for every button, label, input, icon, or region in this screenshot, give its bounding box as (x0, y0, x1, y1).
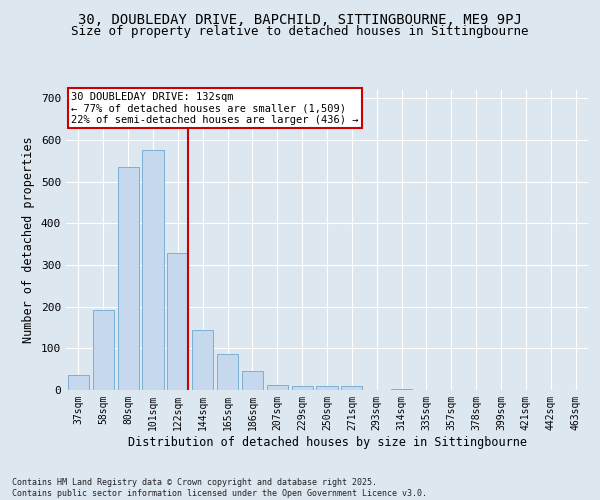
Bar (68, 376, 89, 390)
Bar (192, 330, 213, 390)
Text: Size of property relative to detached houses in Sittingbourne: Size of property relative to detached ho… (71, 25, 529, 38)
Y-axis label: Number of detached properties: Number of detached properties (22, 136, 35, 344)
Bar (118, 167, 139, 390)
Text: 30 DOUBLEDAY DRIVE: 132sqm
← 77% of detached houses are smaller (1,509)
22% of s: 30 DOUBLEDAY DRIVE: 132sqm ← 77% of deta… (71, 92, 359, 124)
Bar (391, 389, 412, 390)
Bar (341, 386, 362, 390)
Text: Contains HM Land Registry data © Crown copyright and database right 2025.
Contai: Contains HM Land Registry data © Crown c… (12, 478, 427, 498)
Bar (142, 150, 164, 390)
Text: 30, DOUBLEDAY DRIVE, BAPCHILD, SITTINGBOURNE, ME9 9PJ: 30, DOUBLEDAY DRIVE, BAPCHILD, SITTINGBO… (78, 12, 522, 26)
Bar (217, 354, 238, 390)
Bar (292, 386, 313, 390)
Bar (316, 386, 338, 390)
Bar (242, 371, 263, 390)
X-axis label: Distribution of detached houses by size in Sittingbourne: Distribution of detached houses by size … (128, 436, 527, 448)
Bar (267, 384, 288, 390)
Bar (167, 252, 188, 390)
Bar (93, 310, 114, 390)
